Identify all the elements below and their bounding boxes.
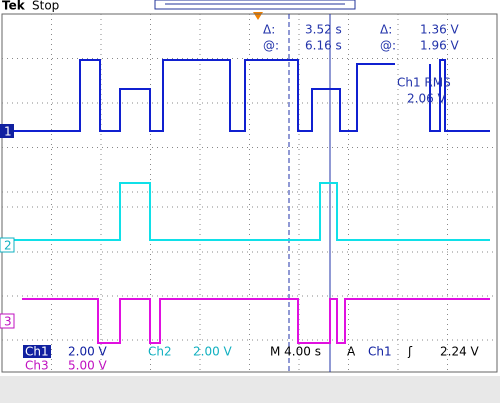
ch3-scale: 5.00 V: [68, 359, 108, 373]
volt-delta-label: Δ:: [380, 23, 392, 37]
trigger-mode: A: [347, 345, 356, 359]
ch3-marker-label: 3: [4, 315, 12, 329]
ch1-marker-label: 1: [4, 125, 12, 139]
ch1-marker: [0, 124, 14, 138]
brand: Tek: [2, 0, 26, 13]
time-at-label: @:: [263, 39, 279, 53]
time-delta-label: Δ:: [263, 23, 275, 37]
ch2-scale: 2.00 V: [193, 345, 233, 359]
trigger-slope: ʃ: [407, 345, 413, 359]
volt-at-label: @:: [380, 39, 396, 53]
ch1-scale: 2.00 V: [68, 345, 108, 359]
trigger-source: Ch1: [368, 345, 392, 359]
bottom-bezel: [0, 376, 500, 403]
ch2-trace: [2, 182, 490, 241]
ch1-readout-box: [23, 345, 51, 358]
ch1-label: Ch1: [25, 345, 49, 359]
ch2-label: Ch2: [148, 345, 172, 359]
ch2-marker: [0, 237, 15, 253]
volt-delta: 1.36 V: [420, 23, 460, 37]
ch3-trace: [22, 298, 490, 344]
ch2-marker-label: 2: [4, 239, 12, 253]
ch1-trace: [2, 59, 490, 132]
time-delta: 3.52 s: [305, 23, 342, 37]
trigger-level: 2.24 V: [440, 345, 480, 359]
volt-at: 1.96 V: [420, 39, 460, 53]
record-bar: [154, 0, 356, 10]
status: Stop: [32, 0, 59, 13]
ch3-label: Ch3: [25, 359, 49, 373]
time-at: 6.16 s: [305, 39, 342, 53]
cursor-readout: Δ: 3.52 s @: 6.16 s Δ: 1.36 V @: 1.96 V …: [263, 23, 460, 106]
measurement-value: 2.06 V: [407, 92, 447, 106]
measurement-label: Ch1 RMS: [397, 76, 451, 90]
ch3-marker: [0, 313, 15, 329]
timebase: M 4.00 s: [270, 345, 321, 359]
